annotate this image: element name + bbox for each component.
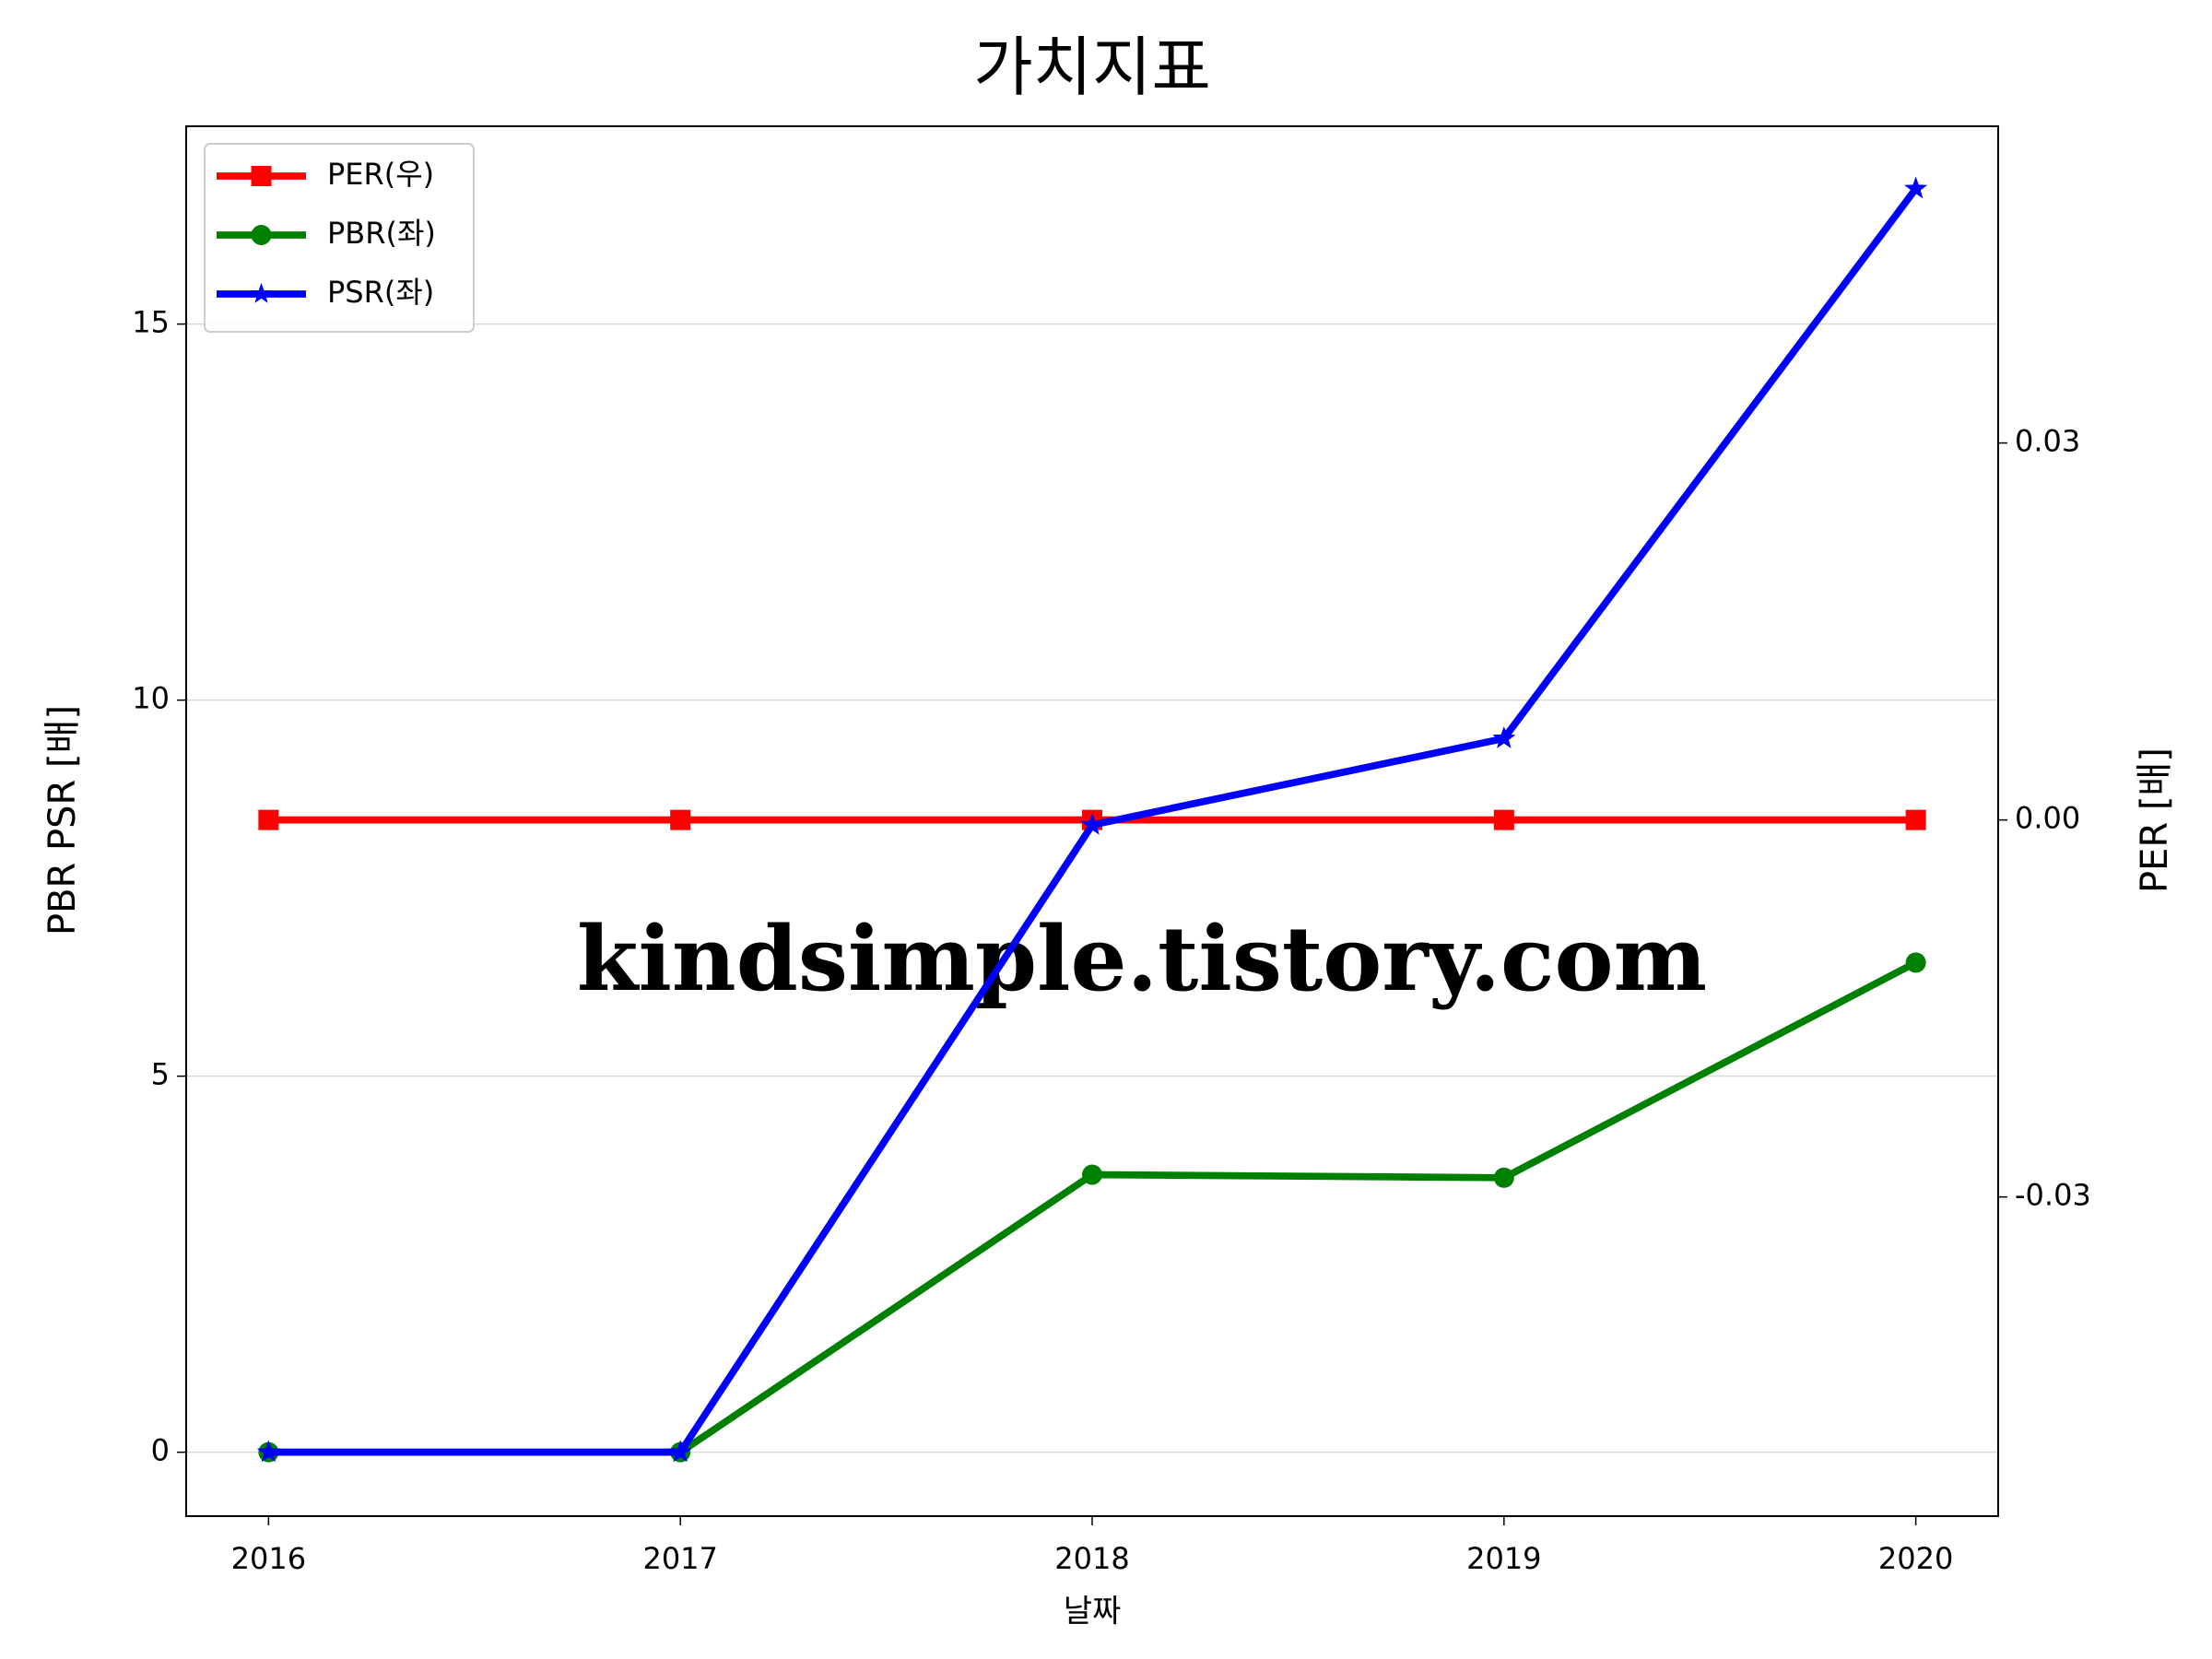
marker [668,1440,692,1463]
x-tick-label: 2017 [642,1541,717,1576]
marker [256,1440,280,1463]
y-tick-label: 0 [151,1433,170,1468]
x-tick-label: 2019 [1466,1541,1541,1576]
watermark: kindsimple.tistory.com [577,907,1707,1011]
y-tick-label: 15 [132,305,170,340]
marker [670,809,691,830]
x-tick-label: 2018 [1054,1541,1129,1576]
y-tick-label: 5 [151,1057,170,1092]
y2-tick-label: -0.03 [2015,1178,2091,1213]
legend: PER(우) PBR(좌) PSR(좌) [204,143,475,333]
marker [1080,812,1104,835]
y2-tick-label: 0.03 [2015,424,2080,459]
x-tick-label: 2020 [1878,1541,1953,1576]
y-tick-label: 10 [132,681,170,716]
marker [258,809,279,830]
x-axis-label: 날짜 [1064,1594,1122,1630]
plot-frame [185,125,1999,1517]
marker [1904,176,1928,199]
marker [1082,1164,1102,1185]
legend-label: PSR(좌) [327,275,434,310]
y2-tick-label: 0.00 [2015,801,2080,836]
marker [1493,809,1514,830]
legend-marker [251,166,272,186]
marker [1905,809,1926,830]
chart-title: 가치지표 [973,29,1211,105]
legend-label: PER(우) [327,157,434,192]
legend-label: PBR(좌) [327,216,436,251]
marker [1493,1167,1514,1188]
legend-marker [251,282,272,303]
series-line [268,959,1918,1456]
legend-marker [251,225,272,245]
y-axis-label: PBR PSR [배] [41,705,84,935]
legend-box [204,143,475,333]
y2-axis-label: PER [배] [2134,747,2176,893]
marker [1905,952,1926,973]
marker [1492,726,1516,748]
x-tick-label: 2016 [231,1541,306,1576]
